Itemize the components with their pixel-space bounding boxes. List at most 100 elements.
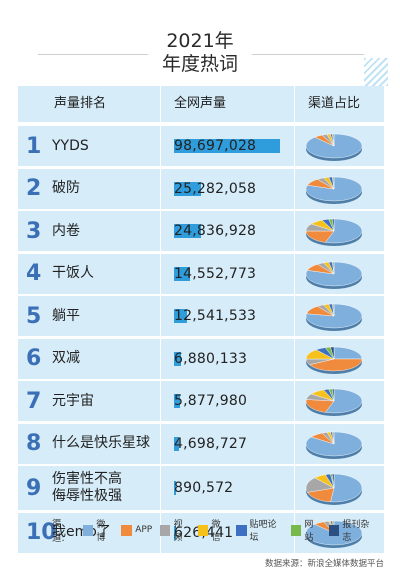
header-volume: 全网声量 [174, 96, 227, 111]
volume-value: 890,572 [174, 480, 234, 496]
pie-slice [332, 261, 335, 274]
column-separator [160, 381, 161, 421]
volume-bar [174, 309, 187, 323]
title-year: 2021年 [166, 30, 234, 52]
hot-word-label: 双减 [52, 350, 80, 366]
pie-slice [332, 218, 335, 232]
legend-label: 视频 [173, 520, 183, 543]
channel-pie [305, 176, 363, 204]
legend-swatch [121, 524, 133, 536]
pie-slice [332, 431, 335, 444]
column-separator [294, 126, 295, 166]
legend-item: 报刊杂志 [329, 517, 376, 543]
table-row: 8 什么是快乐星球 4,698,727 [18, 423, 384, 464]
volume-bar [174, 139, 280, 153]
legend-label: 微信 [211, 520, 221, 543]
table-row: 5 躺平 12,541,533 [18, 296, 384, 336]
column-separator [160, 466, 161, 510]
legend-items: 微博 APP 视频 微信 贴吧论坛 网站 报刊杂志 [83, 517, 384, 543]
column-separator [160, 168, 161, 209]
volume-value: 6,880,133 [174, 350, 248, 367]
rank-number: 8 [26, 431, 42, 456]
pie-slice [309, 358, 363, 371]
legend-swatch [329, 524, 340, 536]
volume-value: 12,541,533 [174, 308, 257, 324]
volume-bar [174, 394, 180, 408]
volume-value: 25,282,058 [174, 180, 257, 197]
column-separator [160, 423, 161, 464]
column-separator [294, 168, 295, 209]
table-header: 声量排名 全网声量 渠道占比 [18, 86, 384, 122]
table-row: 3 内卷 24,836,928 [18, 211, 384, 251]
volume-value: 98,697,028 [174, 138, 257, 154]
volume-bar [174, 224, 201, 238]
column-separator [160, 126, 161, 166]
rank-number: 7 [26, 388, 42, 414]
volume-bar [174, 266, 190, 281]
data-source: 数据来源：新浪全媒体数据平台 [264, 559, 384, 569]
rank-number: 2 [26, 176, 42, 201]
column-separator [294, 253, 295, 294]
legend-swatch [83, 524, 94, 536]
hot-word-label: 元宇宙 [52, 392, 94, 409]
legend-item: APP [121, 524, 153, 536]
volume-value: 14,552,773 [174, 265, 257, 282]
legend-swatch [160, 524, 171, 536]
hot-word-label: 我emo了 [52, 524, 111, 540]
header-name: 声量排名 [54, 96, 107, 111]
pie-slice [324, 388, 363, 414]
volume-bar [174, 481, 176, 495]
rank-number: 5 [26, 303, 42, 329]
rank-number: 3 [26, 218, 42, 244]
hot-word-label: 什么是快乐星球 [52, 435, 150, 451]
channel-pie [305, 473, 363, 505]
pie-slice [305, 303, 363, 329]
table-row: 6 双减 6,880,133 [18, 338, 384, 379]
channel-pie [305, 261, 363, 289]
column-separator [160, 296, 161, 336]
volume-bar [174, 436, 179, 451]
column-separator [294, 296, 295, 336]
hot-word-label: 破防 [52, 180, 80, 196]
table-body: 1 YYDS 98,697,028 2 破防 25,282,058 3 内卷 24,836,92… [18, 126, 384, 553]
hot-word-label: 内卷 [52, 222, 80, 239]
hot-word-label: YYDS [52, 137, 89, 154]
pie-slice [332, 388, 335, 402]
volume-bar [174, 351, 181, 366]
column-separator [160, 86, 161, 122]
table-row: 9 伤害性不高 侮辱性极强 890,572 [18, 466, 384, 510]
column-separator [294, 211, 295, 251]
legend-label: 报刊杂志 [342, 520, 370, 543]
pie-slice [332, 176, 335, 189]
table-row: 2 破防 25,282,058 [18, 168, 384, 209]
table-row: 4 干饭人 14,552,773 [18, 253, 384, 294]
pie-slice [324, 218, 363, 244]
volume-bar [174, 525, 176, 540]
pie-slice [332, 473, 335, 489]
column-separator [294, 338, 295, 379]
channel-pie [305, 303, 363, 331]
legend-swatch [198, 524, 209, 536]
column-separator [294, 86, 295, 122]
legend-item: 视频 [160, 517, 190, 543]
rank-number: 1 [26, 133, 42, 159]
hot-word-label: 躺平 [52, 307, 80, 324]
legend-item: 贴吧论坛 [236, 517, 283, 543]
column-separator [294, 423, 295, 464]
title-subtitle: 年度热词 [161, 53, 238, 75]
volume-value: 4,698,727 [174, 435, 248, 452]
hot-word-label: 伤害性不高 侮辱性极强 [52, 471, 122, 504]
legend-label: APP [135, 525, 153, 535]
table-row: 1 YYDS 98,697,028 [18, 126, 384, 166]
channel-pie [305, 133, 363, 161]
hot-words-table: 声量排名 全网声量 渠道占比 1 YYDS 98,697,028 2 破防 25,282,… [18, 86, 384, 555]
chart-title: 2021年 年度热词 [0, 30, 400, 76]
channel-pie [305, 431, 363, 459]
pie-slice [332, 133, 335, 147]
legend-label: 网站 [304, 520, 314, 543]
rank-number: 6 [26, 346, 42, 371]
volume-value: 24,836,928 [174, 223, 257, 239]
pie-slice [333, 346, 363, 359]
column-separator [160, 253, 161, 294]
hot-word-label: 干饭人 [52, 265, 94, 281]
